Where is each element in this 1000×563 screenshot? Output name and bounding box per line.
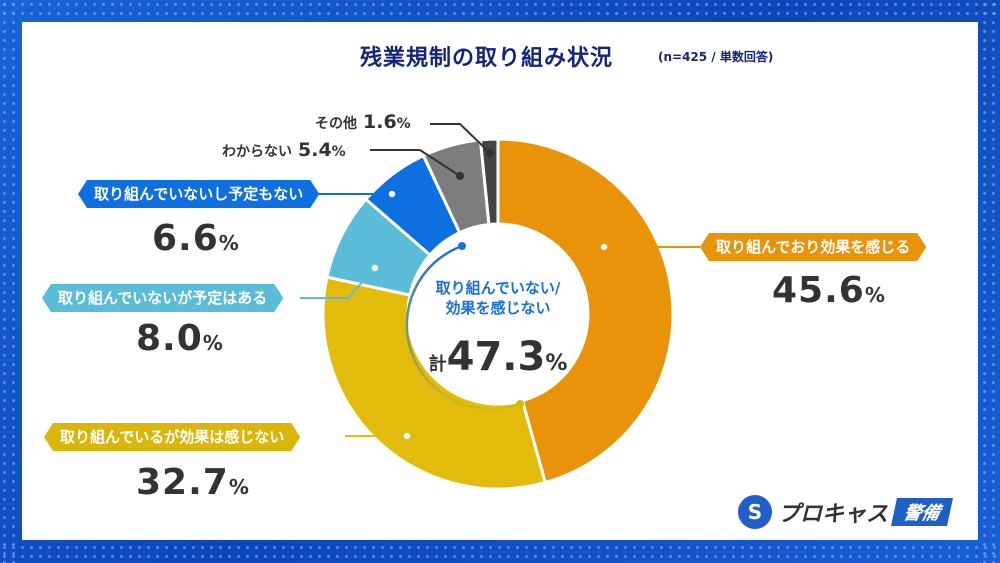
donut-slice-0 [496,137,675,485]
logo: S プロキャス 警備 [738,495,953,529]
leader-dot-1 [401,430,413,442]
leader-dot-5 [486,149,494,157]
center-arc-dot-bottom [516,400,524,408]
donut-slice-5 [478,137,500,227]
leader-line-5 [430,123,491,154]
center-caption: 取り組んでいない/ 効果を感じない [418,278,578,318]
slice-label-3: 取り組んでいないし予定もない [78,180,319,208]
center-total: 計47.3% [418,334,578,380]
leader-line-2 [300,267,376,299]
center-line2: 効果を感じない [445,299,551,317]
slice-label-5: その他 1.6% [315,111,411,133]
center-value: 47.3 [446,334,546,380]
center-prefix: 計 [428,354,447,375]
slice-label-2: 取り組んでいないが予定はある [42,284,283,312]
center-line1: 取り組んでいない/ [435,279,561,297]
center-bracket-arc [405,244,521,411]
logo-brand: プロキャス [778,502,889,527]
slice-label-4: わからない 5.4% [222,139,346,161]
logo-mark-icon: S [738,495,772,529]
slice-label-0: 取り組んでおり効果を感じる [700,233,926,261]
leader-dot-3 [386,188,398,200]
slice-value-3: 6.6% [152,218,240,259]
center-arc-dot-top [458,242,466,250]
slice-label-1: 取り組んでいるが効果は感じない [44,423,300,451]
slice-value-2: 8.0% [136,318,224,359]
sample-note: (n=425 / 単数回答) [658,50,774,64]
leader-line-4 [370,149,461,177]
leader-dot-2 [369,262,381,274]
center-unit: % [545,351,568,376]
slice-value-0: 45.6% [772,270,886,311]
leader-dot-0 [598,241,610,253]
logo-sub: 警備 [891,498,953,526]
slice-value-1: 32.7% [136,462,250,503]
leader-dot-4 [456,172,464,180]
chart-title: 残業規制の取り組み状況 [360,46,614,71]
